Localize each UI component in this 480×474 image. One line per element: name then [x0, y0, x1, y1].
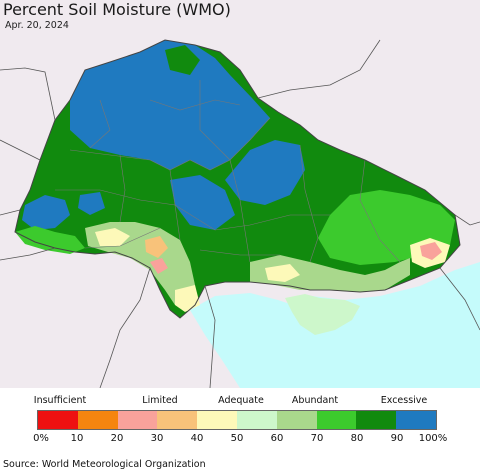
legend-category-limited: Limited: [142, 395, 178, 406]
excessive-west: [22, 195, 70, 230]
soil-moisture-map: [0, 39, 480, 388]
legend-category-excessive: Excessive: [380, 395, 428, 406]
legend-tick-label: 50: [230, 433, 244, 444]
legend-tick-label: 20: [110, 433, 124, 444]
crimea: [285, 294, 360, 335]
source-credit: Source: World Meteorological Organizatio…: [3, 459, 206, 470]
excessive-northeast: [225, 140, 305, 205]
neighbor-borders: [0, 39, 480, 388]
oblast-borders: [55, 80, 401, 263]
map-date: Apr. 20, 2024: [5, 20, 69, 31]
excessive-north: [70, 40, 270, 170]
legend-tick-label: 30: [150, 433, 164, 444]
legend-tick-label: 90: [390, 433, 404, 444]
excessive-patch-top: [165, 45, 200, 75]
legend-tick-label: 40: [190, 433, 204, 444]
legend-swatch: [316, 411, 357, 429]
west-green: [15, 226, 85, 254]
legend-tick-label: 60: [270, 433, 284, 444]
legend-category-adequate: Adequate: [218, 395, 264, 406]
legend-swatch: [276, 411, 317, 429]
limited-east-core: [420, 242, 442, 260]
map-area: Percent Soil Moisture (WMO) Apr. 20, 202…: [0, 0, 480, 388]
excessive-central: [170, 175, 235, 230]
legend-tick-label: 10: [70, 433, 84, 444]
southwest-adequate: [95, 228, 130, 246]
ukraine-border: [14, 39, 461, 319]
legend-category-insufficient: Insufficient: [33, 395, 87, 406]
odesa-area: [175, 285, 200, 312]
legend-category-abundant: Abundant: [291, 395, 339, 406]
legend-swatch: [157, 411, 198, 429]
legend-swatch: [38, 411, 78, 429]
legend-tick-label: 70: [310, 433, 324, 444]
legend-swatch: [396, 411, 436, 429]
southwest-limited: [145, 236, 168, 258]
adequate-south-light: [265, 264, 300, 282]
map-title: Percent Soil Moisture (WMO): [3, 0, 231, 19]
legend-swatch: [236, 411, 277, 429]
legend-tick-label: 0%: [33, 433, 49, 444]
legend-color-bar: [37, 410, 437, 430]
excessive-patch-nw: [78, 192, 105, 215]
legend-swatch: [117, 411, 158, 429]
southwest-dry: [150, 258, 168, 274]
legend-tick-label: 80: [350, 433, 364, 444]
legend-swatch: [197, 411, 237, 429]
legend-swatch: [77, 411, 118, 429]
legend-tick-label: 100%: [418, 433, 448, 444]
legend-swatch: [356, 411, 397, 429]
